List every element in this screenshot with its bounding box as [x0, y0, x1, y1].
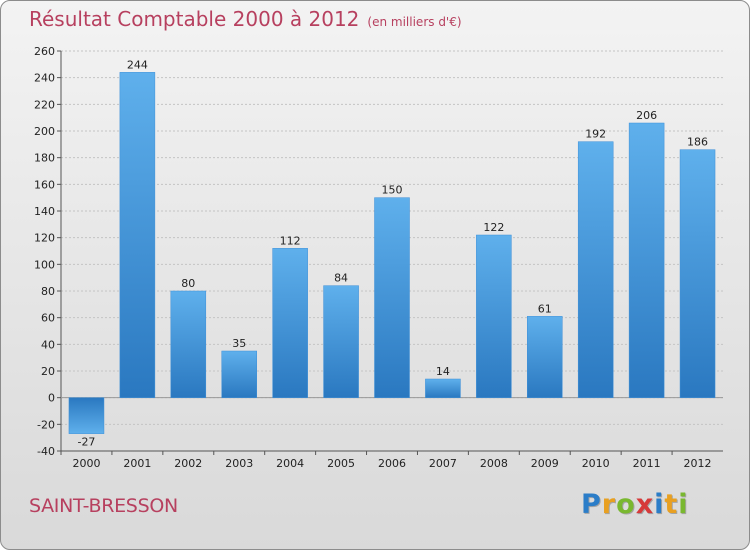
y-tick-label: 200	[34, 125, 55, 138]
data-label-2004: 112	[280, 234, 301, 247]
bar-2001	[119, 72, 156, 398]
bar-2003	[221, 350, 257, 398]
data-label-2002: 80	[181, 277, 195, 290]
bar-2009	[527, 316, 563, 398]
x-tick-label: 2011	[633, 457, 661, 470]
chart-title-text: Résultat Comptable 2000 à 2012	[29, 7, 360, 31]
data-label-2011: 206	[636, 109, 657, 122]
x-tick-label: 2000	[72, 457, 100, 470]
bar-2011	[628, 122, 665, 398]
logo-letter: r	[601, 489, 617, 520]
y-tick-label: 40	[41, 338, 55, 351]
y-tick-label: 220	[34, 98, 55, 111]
y-tick-label: 240	[34, 72, 55, 85]
x-tick-label: 2001	[123, 457, 151, 470]
bar-2007	[425, 378, 461, 398]
bar-2005	[323, 285, 359, 398]
y-tick-label: -40	[37, 445, 55, 458]
logo-letter: i	[678, 489, 689, 520]
chart-subtitle: (en milliers d'€)	[367, 15, 462, 29]
x-tick-label: 2009	[531, 457, 559, 470]
chart-title: Résultat Comptable 2000 à 2012 (en millie…	[29, 7, 462, 31]
x-tick-label: 2007	[429, 457, 457, 470]
y-tick-label: 260	[34, 45, 55, 58]
bars	[68, 72, 716, 434]
data-label-2010: 192	[585, 128, 606, 141]
data-label-2000: -27	[77, 436, 95, 449]
bar-2002	[170, 290, 207, 398]
logo-letter: x	[635, 489, 655, 520]
bar-2010	[577, 141, 614, 398]
data-label-2006: 150	[382, 184, 403, 197]
y-tick-label: 20	[41, 365, 55, 378]
data-label-2012: 186	[687, 136, 708, 149]
data-label-2005: 84	[334, 272, 348, 285]
x-tick-label: 2006	[378, 457, 406, 470]
y-tick-label: 60	[41, 312, 55, 325]
axes: -40 -20 0 20 40 60 80 100 120 140 160 180 200 220 240 2…	[34, 45, 723, 470]
y-tick-label: 180	[34, 152, 55, 165]
x-tick-label: 2004	[276, 457, 304, 470]
x-tick-label: 2005	[327, 457, 355, 470]
bar-2004	[272, 248, 308, 398]
x-tick-label: 2002	[174, 457, 202, 470]
x-tick-label: 2012	[684, 457, 712, 470]
logo-letter: t	[664, 489, 679, 520]
y-tick-label: 0	[48, 392, 55, 405]
bar-2006	[374, 197, 410, 398]
x-tick-label: 2008	[480, 457, 508, 470]
y-tick-label: 120	[34, 232, 55, 245]
data-label-2003: 35	[232, 337, 246, 350]
bar-2012	[679, 149, 716, 398]
logo-letter: P	[581, 489, 602, 520]
x-tick-label: 2010	[582, 457, 610, 470]
labels: -27 244 80 35 112 84 150 14 122 61 192 206 186	[77, 58, 708, 448]
y-tick-label: 100	[34, 258, 55, 271]
data-label-2001: 244	[127, 58, 148, 71]
logo-letter: i	[654, 489, 665, 520]
data-label-2008: 122	[483, 221, 504, 234]
y-tick-label: -20	[37, 418, 55, 431]
data-label-2007: 14	[436, 365, 450, 378]
bar-2008	[476, 234, 512, 398]
x-tick-label: 2003	[225, 457, 253, 470]
y-tick-label: 160	[34, 178, 55, 191]
y-tick-label: 80	[41, 285, 55, 298]
logo-letter: o	[616, 489, 636, 520]
proxiti-logo: Proxiti	[581, 489, 689, 520]
data-label-2009: 61	[538, 302, 552, 315]
city-name: SAINT-BRESSON	[29, 495, 178, 517]
bar-2000	[68, 397, 105, 434]
y-tick-label: 140	[34, 205, 55, 218]
